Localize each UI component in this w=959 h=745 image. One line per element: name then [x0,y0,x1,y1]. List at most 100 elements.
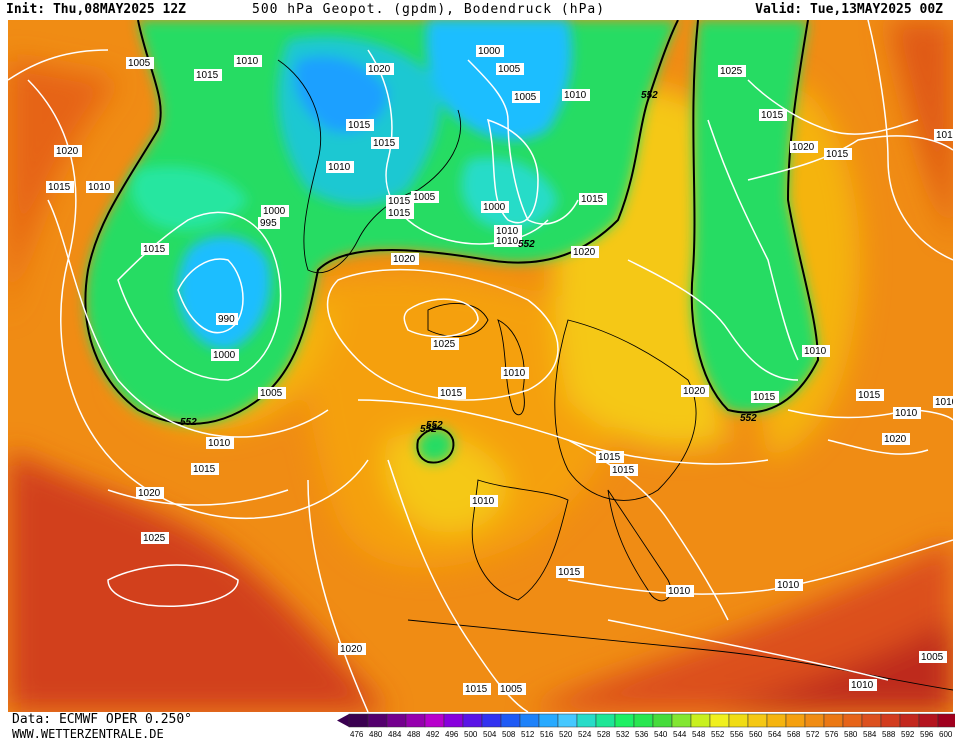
legend-tick-label: 540 [654,730,668,739]
isobar-label-bg [562,89,590,101]
isobar-label-bg [191,463,219,475]
isobar-label-bg [371,137,399,149]
isobar-label-bg [933,396,953,408]
isobar-label: 1005 [413,192,436,203]
isobar-label: 1015 [826,149,849,160]
isobar-label: 1005 [514,92,537,103]
contour-552-lines [84,20,820,464]
contour-552-label: 552 [426,420,443,431]
legend-tick-label: 524 [578,730,592,739]
isobar-label-bg [596,451,624,463]
legend-swatch [633,713,654,728]
isobar-label: 1015 [558,567,581,578]
isobar-label: 1010 [496,226,519,237]
isobar-lines [8,20,953,712]
legend-swatch [443,713,464,728]
valid-time-label: Valid: Tue,13MAY2025 00Z [755,2,943,17]
isobar-label-bg [216,313,238,325]
legend-tick-label: 544 [673,730,687,739]
legend-swatch [785,713,806,728]
legend-tick-label: 600 [939,730,953,739]
legend-tick-label: 496 [445,730,459,739]
isobar-label: 1020 [340,644,363,655]
isobar-label-bg [512,91,540,103]
isobar-label-bg [856,389,884,401]
legend-swatch [671,713,692,728]
isobar-label: 1000 [213,350,236,361]
legend-tick-label: 516 [540,730,554,739]
isobar-label: 1015 [48,182,71,193]
legend-tick-label: 488 [407,730,421,739]
isobar-label-bg [718,65,746,77]
isobar-label-bg [141,243,169,255]
isobar-label-bg [258,217,280,229]
isobar-label: 990 [218,314,235,325]
map-header: Init: Thu,08MAY2025 12Z 500 hPa Geopot. … [0,0,959,20]
legend-tick-label: 564 [768,730,782,739]
legend-tick-label: 568 [787,730,801,739]
isobar-label-bg [206,437,234,449]
legend-tick-label: 536 [635,730,649,739]
legend-tick-label: 572 [806,730,820,739]
isobar-label: 1010 [777,580,800,591]
isobar-label-bg [431,338,459,350]
isobar-label: 1010 [564,90,587,101]
isobar-label: 1015 [143,244,166,255]
isobar-label-bg [194,69,222,81]
isobar-label: 1015 [598,452,621,463]
isobar-label-bg [824,148,852,160]
legend-swatch [728,713,749,728]
legend-tick-label: 556 [730,730,744,739]
legend-swatch [462,713,483,728]
legend-tick-label: 548 [692,730,706,739]
isobar-label: 1020 [138,488,161,499]
legend-swatch [709,713,730,728]
isobar-label: 1005 [500,684,523,695]
isobar-label-bg [666,585,694,597]
isobar-label: 1010 [208,438,231,449]
init-time-label: Init: Thu,08MAY2025 12Z [6,2,187,17]
isobar-label-bg [438,387,466,399]
contour-552-label: 552 [180,417,197,428]
coastlines [277,59,953,691]
legend-swatch [500,713,521,728]
isobar-label: 1015 [193,464,216,475]
isobar-label: 1010 [935,397,953,408]
isobar-label-bg [494,235,522,247]
isobar-label: 1015 [761,110,784,121]
contour-552-label: 552 [518,239,535,250]
isobar-label: 1005 [128,58,151,69]
isobar-label-bg [126,57,154,69]
isobar-label: 1020 [792,142,815,153]
isobar-label-bg [556,566,584,578]
legend-swatch [823,713,844,728]
legend-swatch [804,713,825,728]
isobar-label-bg [893,407,921,419]
isobar-label-bg [366,63,394,75]
legend-tick-label: 580 [844,730,858,739]
legend-swatch [899,713,920,728]
isobar-label: 1010 [503,368,526,379]
legend-tick-label: 588 [882,730,896,739]
isobar-label: 1010 [668,586,691,597]
isobar-label-bg [346,119,374,131]
legend-tick-label: 576 [825,730,839,739]
isobar-label-bg [54,145,82,157]
isobar-label-bg [579,193,607,205]
isobar-label: 1010 [496,236,519,247]
legend-swatch [747,713,768,728]
isobar-label-bg [501,367,529,379]
isobar-label-bg [681,385,709,397]
legend-arrow-left [337,714,349,727]
legend-swatch [766,713,787,728]
isobar-label-bg [919,651,947,663]
isobar-label: 1025 [433,339,456,350]
isobar-label-bg [790,141,818,153]
isobar-label-bg [470,495,498,507]
map-title: 500 hPa Geopot. (gpdm), Bodendruck (hPa) [252,2,606,17]
isobar-label: 1020 [368,64,391,75]
color-scale-legend: 476 480 484 488 492 496 500 504 508 512 516 520 524 5… [335,713,959,745]
isobar-label: 1000 [263,206,286,217]
isobar-label-bg [610,464,638,476]
